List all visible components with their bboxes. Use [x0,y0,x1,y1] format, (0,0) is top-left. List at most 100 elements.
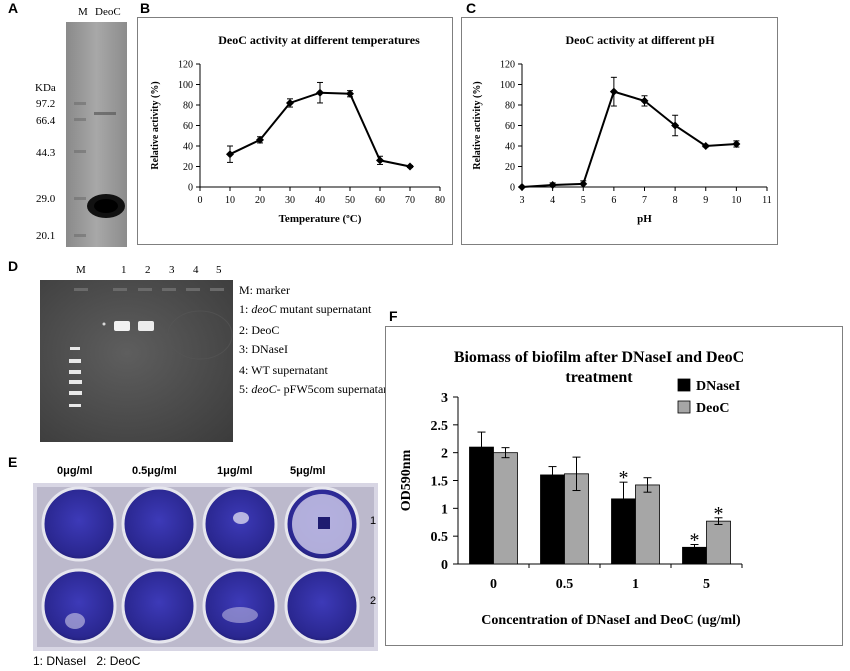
gel-d-lane-3: 3 [169,264,175,276]
chart-b-ytick-label: 100 [178,80,193,91]
agarose-gel-image [40,280,233,442]
chart-b-xtick-label: 50 [345,195,355,206]
chart-b-xtick-label: 70 [405,195,415,206]
chart-b-series-line [229,91,411,168]
chart-f-significance-star: * [619,467,629,489]
gel-a-lane-deoc-label: DeoC [95,6,121,18]
chart-b-ytick-label: 120 [178,60,193,71]
chart-f-ytick-label: 1.5 [431,475,449,490]
gel-d-legend: M: marker 1: deoC mutant supernatant 2: … [239,283,393,398]
chart-c-xtick-label: 3 [520,195,525,206]
chart-c-ytick-label: 20 [505,162,515,173]
chart-f-significance-star: * [690,530,700,552]
chart-c-frame [461,17,778,245]
legend-lane-2: 2: DeoC [239,323,280,338]
chart-f-xtick-label: 0.5 [556,577,574,592]
chart-f-title-line1: Biomass of biofilm after DNaseI and DeoC [454,349,744,366]
chart-c-data-point [701,142,710,150]
chart-f-legend-label-deoc: DeoC [696,401,729,416]
chart-c-xtick-label: 10 [731,195,741,206]
chart-f-xtick-label: 5 [703,577,710,592]
chart-b-data-point [406,162,414,171]
chart-f-ytick-label: 3 [441,391,448,406]
panel-f-letter: F [389,308,398,324]
chart-b-data-point [316,88,324,97]
chart-c-xtick-label: 11 [762,195,772,206]
gel-d-lane-m: M [76,264,86,276]
chart-b-ytick-label: 40 [183,142,193,153]
gel-a-marker-44: 44.3 [36,147,56,159]
chart-f-significance-star: * [714,503,724,525]
gel-a-marker-20: 20.1 [36,230,56,242]
chart-c-data-point [732,139,741,148]
panel-d-letter: D [8,258,19,274]
chart-c-xlabel: pH [637,213,652,225]
panel-c-letter: C [466,0,477,16]
chart-c-series-line [521,90,737,188]
chart-c-ytick-label: 0 [510,183,515,194]
gel-d-lane-2: 2 [145,264,151,276]
plate-conc-5: 5μg/ml [290,465,326,477]
legend-lane-3: 3: DNaseI [239,341,288,356]
chart-b-xtick-label: 40 [315,195,325,206]
chart-c-xtick-label: 5 [581,195,586,206]
gel-a-lane-m-label: M [78,6,88,18]
plate-row-2-label: 2 [370,595,377,607]
chart-c-ytick-label: 120 [500,60,515,71]
chart-f-bar-deoc [635,484,660,565]
chart-c-ytick-label: 100 [500,80,515,91]
chart-b-frame [137,17,453,245]
chart-c-ytick-label: 40 [505,142,515,153]
plate-legend: 1: DNaseI 2: DeoC [33,654,141,668]
chart-c-xtick-label: 4 [550,195,555,206]
chart-f-xtick-label: 1 [632,577,639,592]
chart-f-ytick-label: 2 [441,447,448,462]
chart-f-bar-deoc [493,452,518,565]
chart-b-xtick-label: 10 [225,195,235,206]
chart-c-xtick-label: 9 [703,195,708,206]
plate-conc-0-5: 0.5μg/ml [132,465,177,477]
chart-b-xtick-label: 0 [198,195,203,206]
chart-f-xlabel: Concentration of DNaseI and DeoC (ug/ml) [481,613,741,628]
plate-row-1-label: 1 [370,515,377,527]
chart-b-ylabel: Relative activity (%) [150,81,161,169]
chart-c-data-point [548,180,557,189]
chart-f-bar-dnasei [540,474,565,565]
chart-b-ytick-label: 80 [183,101,193,112]
chart-b-data-point [286,98,294,107]
legend-lane-4: 4: WT supernatant [239,363,328,378]
legend-lane-5: 5: deoC- pFW5com supernatant [239,381,393,396]
gel-d-lane-5: 5 [216,264,222,276]
chart-b-data-point [226,150,234,159]
chart-b-xtick-label: 30 [285,195,295,206]
chart-f-ytick-label: 0.5 [431,530,449,545]
crystal-violet-plate-image [33,483,378,651]
chart-b-data-point [376,156,384,165]
chart-c-data-point [609,87,618,96]
chart-f-ytick-label: 1 [441,502,448,517]
plate-conc-1: 1μg/ml [217,465,253,477]
chart-b-xtick-label: 80 [435,195,445,206]
chart-b-data-point [346,89,354,98]
gel-a-marker-97: 97.2 [36,98,56,110]
gel-a-marker-66: 66.4 [36,115,56,127]
chart-c-xtick-label: 7 [642,195,647,206]
chart-c-ytick-label: 80 [505,101,515,112]
gel-a-kda-label: KDa [35,82,56,94]
chart-f-title-line2: treatment [565,369,633,386]
chart-b-xtick-label: 60 [375,195,385,206]
panel-e-letter: E [8,454,18,470]
chart-c-ylabel: Relative activity (%) [472,81,483,169]
chart-b-ytick-label: 60 [183,121,193,132]
chart-f-legend-swatch-deoc [677,400,691,414]
chart-b-xtick-label: 20 [255,195,265,206]
panel-a-letter: A [8,0,19,16]
chart-f-ylabel: OD590nm [399,449,414,511]
chart-c-title: DeoC activity at different pH [565,33,715,47]
chart-b-data-point [256,135,264,144]
chart-f-ytick-label: 0 [441,558,448,573]
chart-f-legend-swatch-dnasei [677,378,691,392]
gel-a-marker-29: 29.0 [36,193,56,205]
panel-b-letter: B [140,0,151,16]
chart-f-bar-dnasei [469,446,494,565]
